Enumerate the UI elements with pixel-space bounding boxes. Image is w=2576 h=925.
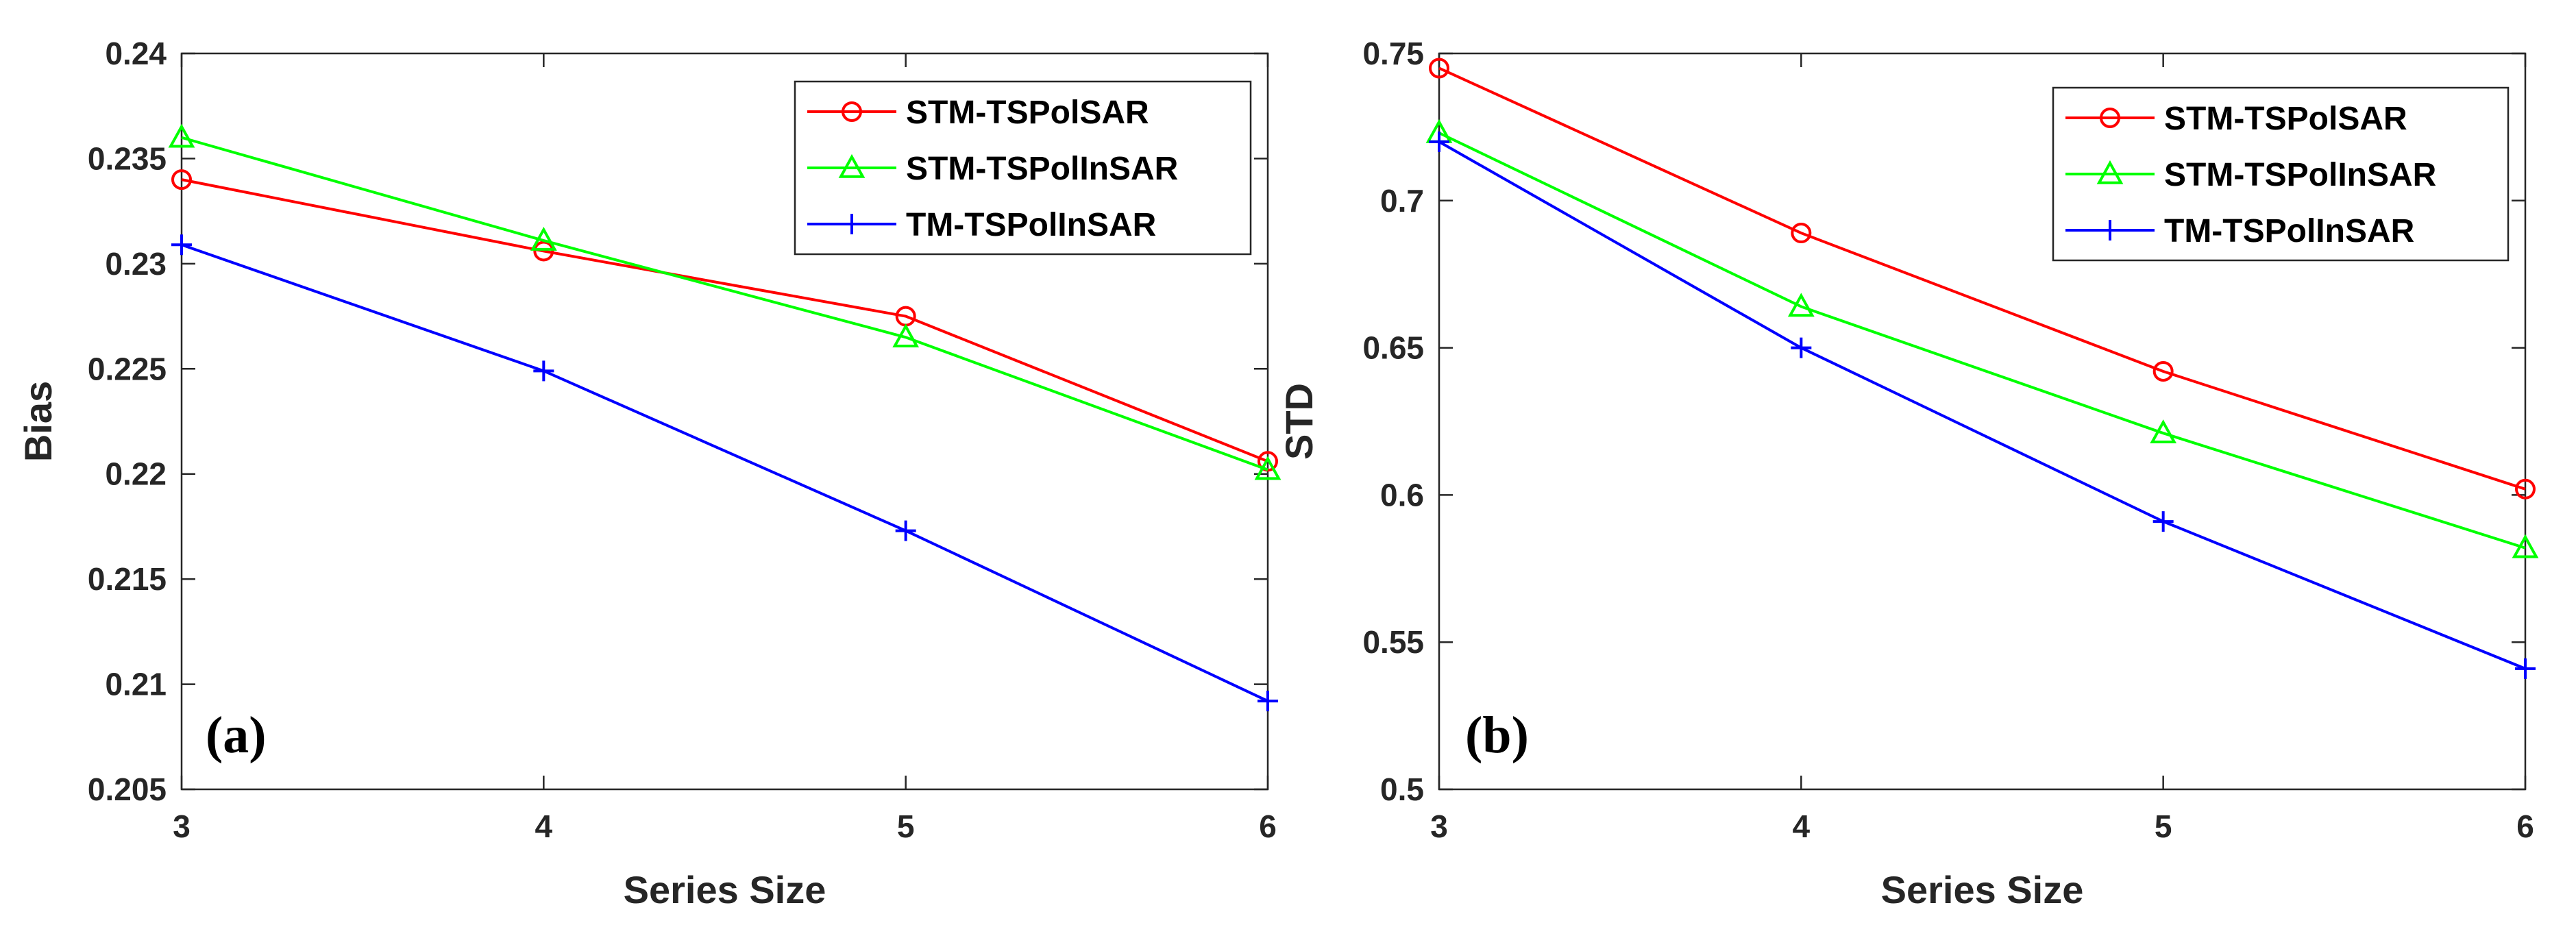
data-point-marker <box>171 169 192 190</box>
legend-label: STM-TSPolSAR <box>2164 101 2407 137</box>
data-point-marker <box>2152 511 2174 532</box>
series-line <box>181 243 1268 702</box>
y-tick-label: 0.75 <box>1362 36 1424 71</box>
data-point-marker <box>2152 360 2174 382</box>
x-tick-label: 6 <box>1259 809 1277 844</box>
y-axis-label: STD <box>1277 383 1321 460</box>
y-tick-label: 0.6 <box>1380 477 1424 513</box>
legend-item: STM-TSPolInSAR <box>807 151 1178 187</box>
x-tick-label: 3 <box>1430 809 1448 844</box>
data-point-marker <box>2150 419 2177 443</box>
legend-item: STM-TSPolInSAR <box>2065 157 2436 193</box>
legend: STM-TSPolSAR STM-TSPolInSAR TM-TSPolInSAR <box>2052 86 2510 262</box>
y-tick-label: 0.23 <box>105 246 167 282</box>
legend-item: STM-TSPolSAR <box>807 95 1149 131</box>
panel-label: (b) <box>1465 706 1529 764</box>
legend-marker <box>842 214 862 234</box>
y-tick-label: 0.7 <box>1380 183 1424 219</box>
y-tick-label: 0.215 <box>88 561 167 597</box>
series-STM-TSPolInSAR <box>168 123 1281 480</box>
y-tick-label: 0.5 <box>1380 772 1424 807</box>
y-tick-label: 0.55 <box>1362 624 1424 660</box>
series-STM-TSPolSAR <box>1429 58 2536 500</box>
data-point-marker <box>892 323 920 348</box>
legend-label: TM-TSPolInSAR <box>906 207 1156 243</box>
legend-label: STM-TSPolInSAR <box>2164 157 2436 193</box>
legend-marker <box>838 153 866 178</box>
x-tick-label: 4 <box>1793 809 1811 844</box>
legend-label: STM-TSPolSAR <box>906 95 1149 131</box>
y-tick-label: 0.205 <box>88 772 167 807</box>
legend-item: TM-TSPolInSAR <box>807 207 1156 243</box>
data-point-marker <box>2512 534 2539 558</box>
series-STM-TSPolSAR <box>171 169 1278 472</box>
legend-label: STM-TSPolInSAR <box>906 151 1178 187</box>
legend-label: TM-TSPolInSAR <box>2164 213 2414 249</box>
x-tick-label: 3 <box>173 809 191 844</box>
legend-marker <box>842 101 862 122</box>
data-point-marker <box>530 226 557 251</box>
series-TM-TSPolInSAR <box>171 234 1278 712</box>
data-point-marker <box>168 123 195 148</box>
series-line <box>1438 132 2526 550</box>
y-tick-label: 0.24 <box>105 36 167 71</box>
chart-panel-b: 3 4 5 6 0.5 0.55 0.6 0.65 0.7 0.75 Series Size STD (… <box>1277 36 2539 911</box>
series-line <box>1438 66 2526 491</box>
series-line <box>1438 140 2526 670</box>
panel-label: (a) <box>206 706 267 764</box>
legend-item: TM-TSPolInSAR <box>2065 213 2414 249</box>
data-point-marker <box>1258 451 1278 472</box>
legend: STM-TSPolSAR STM-TSPolInSAR TM-TSPolInSAR <box>794 80 1252 256</box>
data-point-marker <box>1258 691 1278 712</box>
x-tick-label: 5 <box>897 809 915 844</box>
data-point-marker <box>1429 131 1449 152</box>
legend-marker <box>2100 220 2120 241</box>
x-axis-label: Series Size <box>624 868 826 911</box>
y-tick-label: 0.65 <box>1362 330 1424 366</box>
x-tick-label: 6 <box>2516 809 2534 844</box>
y-tick-label: 0.21 <box>105 667 167 702</box>
y-tick-label: 0.22 <box>105 456 167 492</box>
series-line <box>181 178 1268 463</box>
data-point-marker <box>171 234 192 256</box>
y-tick-label: 0.225 <box>88 351 167 386</box>
x-tick-label: 5 <box>2155 809 2172 844</box>
y-axis-label: Bias <box>16 381 60 462</box>
data-point-marker <box>2515 658 2536 679</box>
data-point-marker <box>1429 58 1449 79</box>
legend-marker <box>2096 160 2124 184</box>
data-point-marker <box>1791 223 1812 244</box>
data-point-marker <box>1787 293 1815 317</box>
data-point-marker <box>895 520 916 541</box>
legend-item: STM-TSPolSAR <box>2065 101 2407 137</box>
series-line <box>181 136 1268 471</box>
data-point-marker <box>1254 456 1281 480</box>
legend-marker <box>2100 108 2120 128</box>
chart-panel-a: 3 4 5 6 0.205 0.21 0.215 0.22 0.225 0.23 0.235 0.24… <box>16 36 1281 911</box>
x-axis-label: Series Size <box>1881 868 2084 911</box>
x-tick-label: 4 <box>535 809 553 844</box>
y-tick-label: 0.235 <box>88 140 167 176</box>
data-point-marker <box>533 241 554 262</box>
series-TM-TSPolInSAR <box>1429 131 2536 679</box>
data-point-marker <box>1791 337 1812 358</box>
data-point-marker <box>2515 478 2536 500</box>
data-point-marker <box>533 360 554 382</box>
